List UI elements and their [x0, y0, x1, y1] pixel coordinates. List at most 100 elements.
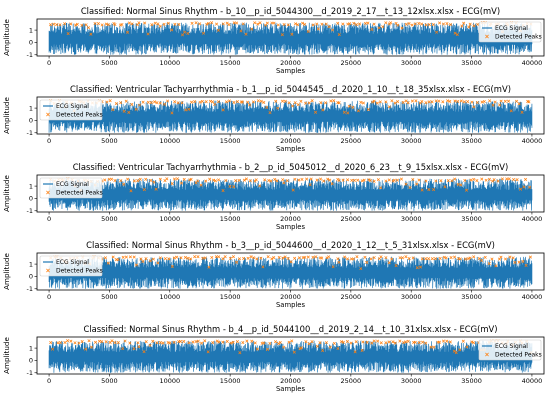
- detected-peak-marker: [414, 99, 418, 103]
- detected-peak-marker: [446, 99, 450, 103]
- detected-peak-marker: [248, 103, 252, 107]
- detected-peak-marker: [459, 183, 463, 187]
- detected-peak-marker: [518, 187, 523, 191]
- detected-peak-marker: [336, 21, 340, 25]
- detected-peak-marker: [73, 341, 77, 345]
- detected-peak-marker: [360, 179, 364, 183]
- detected-peak-marker: [283, 99, 287, 103]
- detected-peak-marker: [417, 178, 421, 182]
- detected-peak-marker: [292, 350, 296, 354]
- x-tick-label: 35000: [461, 377, 482, 385]
- detected-peak-marker: [199, 183, 203, 187]
- detected-peak-marker: [353, 350, 357, 354]
- x-tick-label: 20000: [280, 377, 301, 385]
- detected-peak-marker: [210, 255, 214, 260]
- detected-peak-marker: [332, 341, 336, 346]
- detected-peak-marker: [349, 341, 353, 345]
- detected-peak-marker: [273, 340, 278, 344]
- detected-peak-marker: [384, 179, 388, 183]
- detected-peak-marker: [439, 179, 443, 183]
- detected-peak-marker: [431, 23, 435, 27]
- detected-peak-marker: [156, 22, 160, 26]
- detected-peak-marker: [370, 27, 374, 32]
- subplot-1: Classified: Normal Sinus Rhythm - b_10__…: [2, 6, 545, 75]
- detected-peak-marker: [216, 100, 221, 104]
- detected-peak-marker: [240, 100, 244, 104]
- detected-peak-marker: [132, 179, 136, 183]
- detected-peak-marker: [196, 179, 200, 183]
- detected-peak-marker: [449, 256, 453, 260]
- detected-peak-marker: [129, 189, 133, 193]
- detected-peak-marker: [387, 261, 391, 265]
- detected-peak-marker: [123, 339, 127, 343]
- detected-peak-marker: [119, 101, 123, 105]
- detected-peak-marker: [246, 256, 250, 260]
- detected-peak-marker: [280, 33, 284, 37]
- detected-peak-marker: [227, 99, 231, 103]
- detected-peak-marker: [354, 23, 359, 27]
- detected-peak-marker: [170, 181, 174, 186]
- detected-peak-marker: [277, 255, 281, 260]
- detected-peak-marker: [213, 102, 217, 106]
- detected-peak-marker: [337, 178, 341, 182]
- detected-peak-marker: [351, 105, 355, 109]
- detected-peak-marker: [137, 21, 141, 25]
- legend-label-detected-peaks: Detected Peaks: [56, 112, 103, 119]
- detected-peak-marker: [153, 21, 157, 25]
- detected-peak-marker: [128, 341, 132, 345]
- detected-peak-marker: [415, 182, 419, 186]
- detected-peak-marker: [268, 341, 272, 345]
- detected-peak-marker: [370, 100, 375, 104]
- x-axis-label: Samples: [276, 223, 305, 231]
- detected-peak-marker: [411, 177, 415, 182]
- detected-peak-marker: [378, 100, 382, 104]
- x-tick-label: 30000: [401, 215, 422, 223]
- detected-peak-marker: [286, 23, 290, 27]
- detected-peak-marker: [499, 255, 503, 259]
- detected-peak-marker: [176, 101, 180, 105]
- detected-peak-marker: [390, 257, 394, 261]
- detected-peak-marker: [194, 339, 198, 344]
- detected-peak-marker: [121, 347, 125, 351]
- x-tick-label: 40000: [522, 215, 543, 223]
- detected-peak-marker: [438, 256, 442, 261]
- detected-peak-marker: [280, 99, 285, 103]
- detected-peak-marker: [237, 178, 241, 182]
- detected-peak-marker: [408, 185, 412, 190]
- detected-peak-marker: [287, 101, 291, 105]
- detected-peak-marker: [158, 101, 162, 105]
- legend: ECG Signal Detected Peaks: [39, 99, 103, 121]
- detected-peak-marker: [122, 182, 126, 186]
- detected-peak-marker: [433, 257, 438, 261]
- detected-peak-marker: [281, 178, 285, 182]
- detected-peak-marker: [162, 102, 167, 106]
- detected-peak-marker: [196, 339, 200, 343]
- detected-peak-marker: [139, 257, 143, 261]
- detected-peak-marker: [372, 22, 376, 26]
- detected-peak-marker: [465, 345, 469, 349]
- detected-peak-marker: [441, 100, 445, 104]
- y-tick-label: 0: [29, 357, 33, 365]
- detected-peak-marker: [189, 257, 193, 261]
- detected-peak-marker: [404, 340, 408, 344]
- detected-peak-marker: [438, 21, 442, 25]
- x-tick-label: 35000: [461, 59, 482, 67]
- legend-box: [478, 339, 542, 361]
- detected-peak-marker: [366, 107, 370, 112]
- detected-peak-marker: [223, 255, 227, 259]
- detected-peak-marker: [427, 100, 431, 104]
- detected-peak-marker: [214, 255, 218, 259]
- detected-peak-marker: [396, 23, 400, 27]
- detected-peak-marker: [372, 99, 376, 103]
- detected-peak-marker: [404, 182, 408, 186]
- x-tick-label: 25000: [341, 293, 362, 301]
- detected-peak-marker: [278, 340, 282, 345]
- detected-peak-marker: [372, 179, 376, 183]
- detected-peak-marker: [384, 21, 388, 25]
- detected-peak-marker: [420, 257, 424, 261]
- detected-peak-marker: [299, 346, 303, 350]
- detected-peak-marker: [208, 177, 212, 181]
- y-tick-label: -1: [27, 285, 33, 293]
- detected-peak-marker: [520, 110, 524, 114]
- detected-peak-marker: [399, 177, 403, 181]
